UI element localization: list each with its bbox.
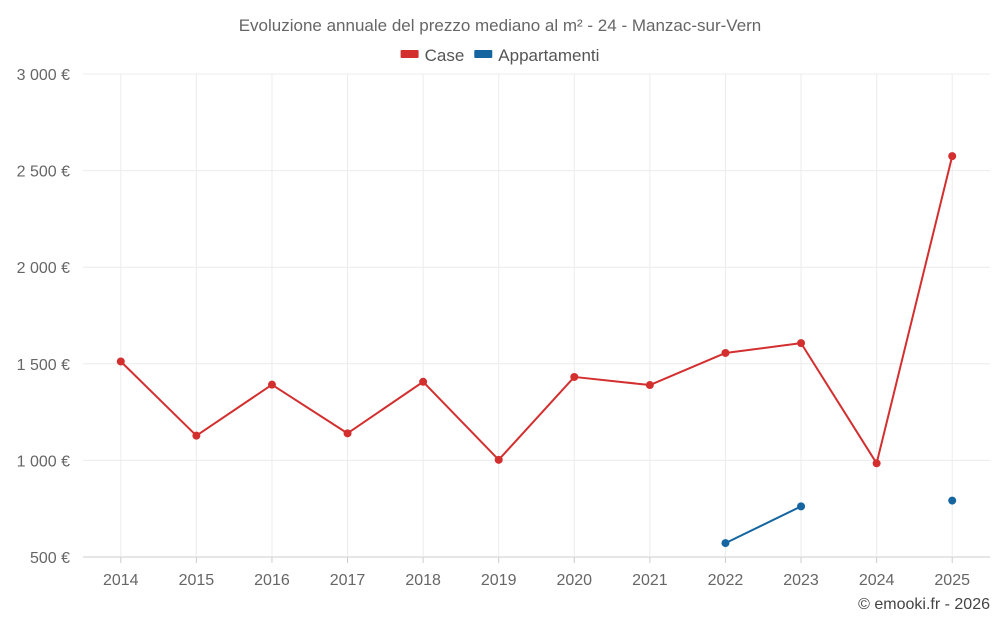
legend-swatch [400, 50, 419, 58]
data-point-case[interactable] [192, 431, 201, 440]
data-point-appartamenti[interactable] [948, 496, 957, 505]
x-tick-label: 2015 [179, 572, 215, 589]
chart-title: Evoluzione annuale del prezzo mediano al… [239, 16, 762, 35]
legend-label: Appartamenti [498, 46, 599, 65]
x-axis: 2014 2015 2016 2017 2018 2019 2020 2021 2022 2023… [103, 557, 970, 589]
data-point-case[interactable] [494, 455, 503, 464]
credit-text: © emooki.fr - 2026 [858, 596, 990, 613]
x-tick-label: 2025 [934, 572, 970, 589]
y-axis: 3 000 € 2 500 € 2 000 € 1 500 € 1 000 € 500 € [17, 67, 70, 567]
data-point-case[interactable] [948, 152, 957, 161]
data-point-case[interactable] [721, 348, 730, 357]
x-tick-label: 2021 [632, 572, 668, 589]
data-point-case[interactable] [570, 372, 579, 381]
x-tick-label: 2018 [405, 572, 441, 589]
y-tick-label: 3 000 € [17, 67, 70, 84]
x-tick-label: 2020 [556, 572, 592, 589]
data-point-appartamenti[interactable] [721, 539, 730, 548]
data-point-case[interactable] [645, 381, 654, 390]
y-tick-label: 2 500 € [17, 164, 70, 181]
data-point-case[interactable] [116, 357, 125, 366]
data-point-case[interactable] [267, 380, 276, 389]
x-tick-label: 2022 [708, 572, 744, 589]
data-point-case[interactable] [797, 339, 806, 348]
data-point-case[interactable] [872, 459, 881, 468]
y-tick-label: 500 € [30, 550, 70, 567]
x-tick-label: 2023 [783, 572, 819, 589]
legend-label: Case [425, 46, 465, 65]
x-tick-label: 2014 [103, 572, 139, 589]
series-layer [116, 152, 957, 548]
series-case [116, 152, 957, 468]
y-tick-label: 1 500 € [17, 357, 70, 374]
legend: Case Appartamenti [400, 46, 599, 65]
x-tick-label: 2016 [254, 572, 290, 589]
series-line-appartamenti [725, 505, 802, 544]
data-point-case[interactable] [343, 429, 352, 438]
data-point-appartamenti[interactable] [797, 502, 806, 511]
data-point-case[interactable] [419, 377, 428, 386]
legend-item-case[interactable]: Case [400, 46, 465, 65]
x-tick-label: 2017 [330, 572, 366, 589]
y-tick-label: 1 000 € [17, 453, 70, 470]
x-tick-label: 2024 [859, 572, 895, 589]
legend-item-appartamenti[interactable]: Appartamenti [474, 46, 599, 65]
series-line-case [120, 155, 954, 465]
legend-swatch [474, 50, 493, 58]
x-tick-label: 2019 [481, 572, 517, 589]
y-tick-label: 2 000 € [17, 260, 70, 277]
grid-lines [83, 73, 990, 558]
series-appartamenti [721, 496, 957, 548]
